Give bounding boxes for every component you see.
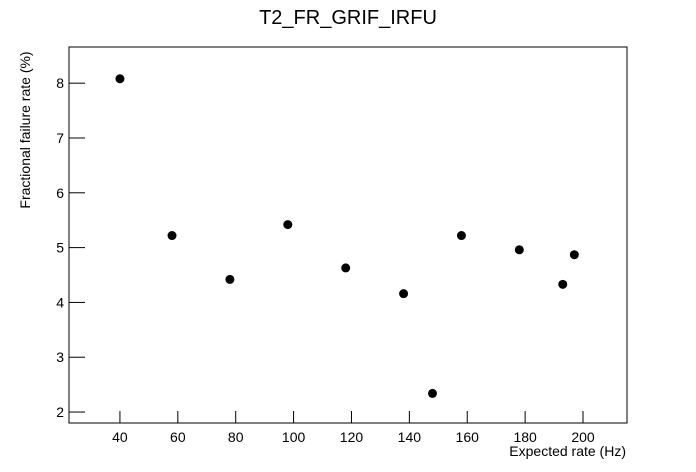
- x-tick-label: 180: [513, 429, 537, 445]
- x-tick-label: 40: [112, 429, 128, 445]
- y-tick-label: 2: [56, 404, 64, 420]
- x-tick-label: 120: [340, 429, 364, 445]
- point: [225, 274, 235, 284]
- point: [283, 220, 293, 230]
- point: [558, 279, 568, 289]
- y-tick-label: 6: [56, 185, 64, 201]
- point: [428, 388, 438, 398]
- x-tick-label: 60: [170, 429, 186, 445]
- y-tick-label: 4: [56, 294, 64, 310]
- x-tick-label: 200: [571, 429, 595, 445]
- x-tick-label: 100: [282, 429, 306, 445]
- x-tick-label: 140: [398, 429, 422, 445]
- point: [569, 250, 579, 260]
- point: [341, 263, 351, 273]
- x-axis-title: Expected rate (Hz): [509, 443, 626, 459]
- chart-title: T2_FR_GRIF_IRFU: [259, 7, 437, 29]
- y-tick-label: 5: [56, 240, 64, 256]
- x-tick-label: 80: [228, 429, 244, 445]
- plot-frame: [68, 46, 628, 424]
- x-tick-label: 160: [456, 429, 480, 445]
- point: [399, 289, 409, 299]
- point: [115, 74, 125, 84]
- point: [456, 231, 466, 241]
- y-tick-label: 8: [56, 75, 64, 91]
- point: [167, 231, 177, 241]
- y-axis-title: Fractional failure rate (%): [17, 51, 33, 208]
- point: [514, 245, 524, 255]
- y-tick-label: 7: [56, 130, 64, 146]
- y-tick-label: 3: [56, 349, 64, 365]
